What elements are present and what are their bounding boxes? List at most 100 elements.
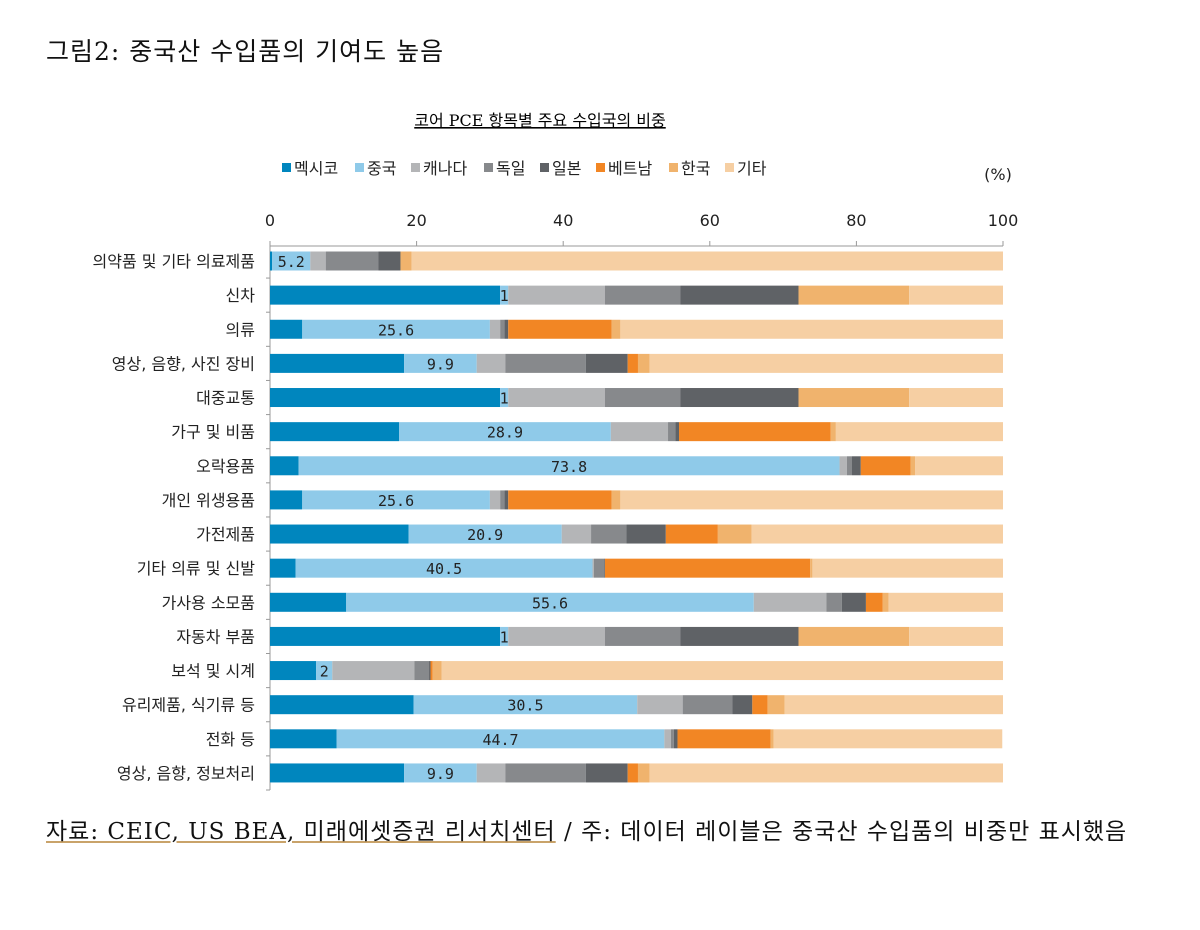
bar-segment-캐나다 (508, 388, 605, 408)
bar-segment-중국 (295, 558, 593, 578)
legend-swatch-2 (411, 163, 420, 172)
bar-segment-베트남 (508, 490, 612, 510)
bar-segment-독일 (682, 695, 733, 715)
bar-segment-기타 (909, 626, 1003, 646)
bar-segment-캐나다 (476, 353, 506, 373)
data-label: 9.9 (427, 355, 454, 373)
bar-segment-캐나다 (476, 763, 506, 783)
bar-segment-멕시코 (270, 353, 405, 373)
data-label: 73.8 (551, 458, 587, 476)
bar-segment-캐나다 (592, 558, 594, 578)
bar-segment-기타 (773, 729, 1003, 749)
bar-segment-캐나다 (637, 695, 683, 715)
bar-segment-캐나다 (508, 626, 605, 646)
data-label: 1 (500, 390, 509, 408)
category-label: 보석 및 시계 (171, 662, 255, 681)
bar-segment-한국 (767, 695, 785, 715)
bar-segment-독일 (500, 490, 505, 510)
bar-segment-기타 (620, 319, 1003, 339)
bar-segment-한국 (910, 456, 916, 476)
bar-segment-캐나다 (332, 661, 415, 681)
bar-segment-중국 (316, 661, 333, 681)
bar-segment-중국 (404, 763, 477, 783)
data-label: 44.7 (482, 731, 518, 749)
bar-segment-중국 (336, 729, 665, 749)
bar-segment-독일 (500, 319, 505, 339)
bar-segment-중국 (500, 626, 509, 646)
legend-label: 독일 (496, 159, 525, 178)
bar-segment-중국 (404, 353, 477, 373)
legend-label: 베트남 (608, 159, 652, 178)
bar-segment-기타 (620, 490, 1003, 510)
bar-segment-일본 (680, 285, 799, 305)
bar-segment-기타 (909, 285, 1003, 305)
bar-segment-베트남 (604, 558, 811, 578)
category-label: 전화 등 (206, 730, 255, 749)
bar-segment-캐나다 (561, 524, 592, 544)
bar-segment-멕시코 (270, 490, 303, 510)
legend-swatch-5 (596, 163, 605, 172)
footer-note: 자료: CEIC, US BEA, 미래에셋증권 리서치센터 / 주: 데이터 … (46, 812, 1166, 852)
bar-segment-멕시코 (270, 626, 501, 646)
x-tick-label: 100 (988, 211, 1019, 230)
x-axis: 0 20 40 60 80 100 (265, 211, 1018, 790)
bar-segment-한국 (611, 490, 621, 510)
category-label: 가구 및 비품 (171, 423, 255, 442)
bar-segment-멕시코 (270, 695, 414, 715)
category-label: 자동차 부품 (176, 627, 255, 646)
chart-title: 코어 PCE 항목별 주요 수입국의 비중 (414, 111, 665, 130)
legend-swatch-0 (282, 163, 291, 172)
source-text: 자료: CEIC, US BEA, 미래에셋증권 리서치센터 (46, 819, 556, 845)
bar-segment-한국 (717, 524, 752, 544)
category-label: 의류 (226, 320, 255, 339)
bar-segment-일본 (732, 695, 753, 715)
bar-segment-일본 (585, 353, 628, 373)
unit-label: (%) (984, 165, 1012, 184)
legend-label: 캐나다 (423, 159, 467, 178)
bar-segment-한국 (637, 353, 650, 373)
bar-segment-베트남 (627, 763, 638, 783)
bar-segment-베트남 (752, 695, 768, 715)
bar-segment-중국 (302, 319, 490, 339)
bar-segment-중국 (272, 251, 311, 271)
bar-segment-기타 (915, 456, 1003, 476)
bar-segment-한국 (810, 558, 813, 578)
bar-segment-멕시코 (270, 661, 317, 681)
bar-segment-기타 (649, 353, 1003, 373)
bar-segment-독일 (325, 251, 379, 271)
bar-segment-베트남 (679, 422, 831, 442)
bar-segment-독일 (604, 626, 681, 646)
bar-segment-베트남 (665, 524, 718, 544)
bar-segment-일본 (604, 558, 605, 578)
legend-swatch-4 (540, 163, 549, 172)
data-label: 40.5 (426, 560, 462, 578)
bar-segment-일본 (378, 251, 401, 271)
legend-label: 한국 (681, 159, 710, 178)
bar-segment-한국 (770, 729, 774, 749)
legend-swatch-6 (669, 163, 678, 172)
bar-segment-캐나다 (508, 285, 605, 305)
bar-segment-일본 (680, 626, 799, 646)
bar-segment-기타 (411, 251, 1003, 271)
category-label: 오락용품 (196, 457, 255, 476)
bar-segment-일본 (504, 490, 509, 510)
bar-segment-캐나다 (610, 422, 669, 442)
bar-segment-독일 (668, 422, 676, 442)
bar-segment-베트남 (430, 661, 433, 681)
category-label: 영상, 음향, 사진 장비 (112, 354, 255, 373)
category-label: 개인 위생용품 (162, 491, 255, 510)
category-label: 가사용 소모품 (162, 593, 255, 612)
bar-segment-한국 (400, 251, 412, 271)
x-tick-label: 40 (553, 211, 573, 230)
bar-segment-중국 (500, 285, 509, 305)
bar-segment-일본 (841, 592, 866, 612)
bar-segment-멕시코 (270, 456, 299, 476)
bar-segment-캐나다 (489, 319, 501, 339)
data-label: 1 (500, 287, 509, 305)
bar-segment-캐나다 (489, 490, 501, 510)
bar-segment-일본 (675, 422, 680, 442)
bar-segment-중국 (408, 524, 562, 544)
bar-segment-캐나다 (664, 729, 671, 749)
bar-segment-멕시코 (270, 285, 501, 305)
legend-label: 일본 (552, 159, 581, 178)
